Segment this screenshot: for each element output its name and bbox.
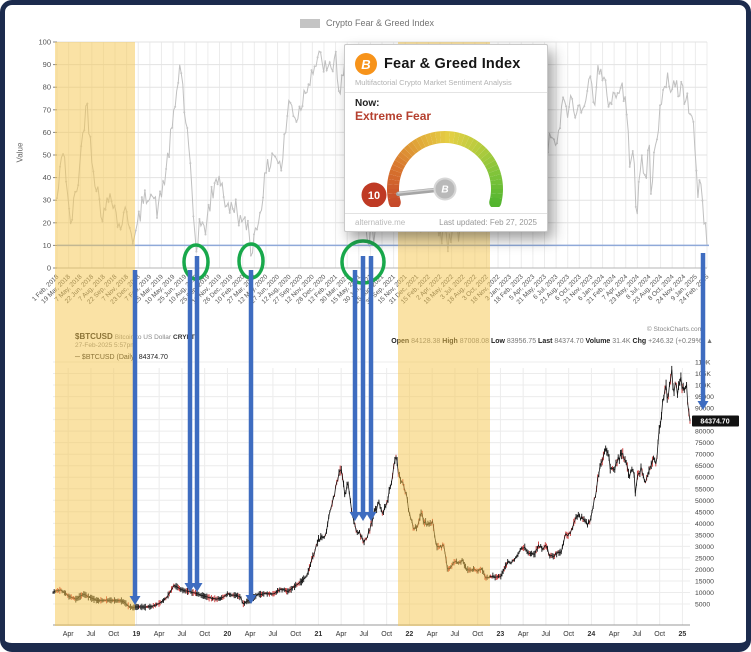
svg-text:50000: 50000: [695, 498, 714, 505]
svg-text:Apr: Apr: [609, 631, 621, 638]
svg-text:25: 25: [679, 631, 687, 638]
ohlc-label: Chg: [632, 338, 649, 345]
svg-text:55000: 55000: [695, 486, 714, 493]
svg-text:10000: 10000: [695, 590, 714, 597]
svg-text:Apr: Apr: [245, 631, 257, 638]
svg-text:Jul: Jul: [177, 631, 186, 638]
svg-text:60000: 60000: [695, 475, 714, 482]
svg-text:Jul: Jul: [450, 631, 459, 638]
card-subtitle: Multifactorial Crypto Market Sentiment A…: [345, 77, 547, 93]
card-title: Fear & Greed Index: [384, 56, 521, 72]
fear-greed-card: B Fear & Greed Index Multifactorial Cryp…: [344, 44, 548, 232]
svg-text:Oct: Oct: [654, 631, 665, 638]
svg-text:Oct: Oct: [563, 631, 574, 638]
legend-label: Crypto Fear & Greed Index: [326, 18, 435, 28]
highlight-band-2018: [55, 42, 135, 626]
card-source: alternative.me: [355, 218, 406, 227]
ohlc-value: 31.4K: [612, 338, 633, 345]
svg-text:30: 30: [43, 196, 51, 205]
svg-text:40000: 40000: [695, 521, 714, 528]
svg-text:90000: 90000: [695, 406, 714, 413]
svg-text:Oct: Oct: [472, 631, 483, 638]
ohlc-label: Volume: [585, 338, 613, 345]
svg-text:Jul: Jul: [541, 631, 550, 638]
ohlc-label: Low: [490, 338, 507, 345]
svg-text:Apr: Apr: [336, 631, 348, 638]
svg-text:Jul: Jul: [632, 631, 641, 638]
svg-text:Oct: Oct: [108, 631, 119, 638]
svg-text:75000: 75000: [695, 440, 714, 447]
svg-text:65000: 65000: [695, 463, 714, 470]
svg-text:84374.70: 84374.70: [700, 419, 729, 426]
card-now-label: Now:: [355, 98, 380, 109]
svg-text:80: 80: [43, 83, 51, 92]
svg-text:Apr: Apr: [427, 631, 439, 638]
svg-text:19: 19: [133, 631, 141, 638]
svg-text:20: 20: [43, 218, 51, 227]
card-status-text: Extreme Fear: [355, 109, 432, 123]
svg-text:Oct: Oct: [199, 631, 210, 638]
sentiment-gauge: B 10: [361, 131, 503, 207]
svg-text:24: 24: [588, 631, 596, 638]
svg-text:50: 50: [43, 151, 51, 160]
stockcharts-copyright: © StockCharts.com: [646, 326, 703, 333]
svg-text:25000: 25000: [695, 555, 714, 562]
svg-text:Jul: Jul: [268, 631, 277, 638]
btc-name: Bitcoin to US Dollar: [114, 334, 172, 341]
svg-text:35000: 35000: [695, 532, 714, 539]
svg-text:70: 70: [43, 105, 51, 114]
svg-text:45000: 45000: [695, 509, 714, 516]
ohlc-value: 83956.75: [506, 338, 539, 345]
svg-text:Oct: Oct: [290, 631, 301, 638]
svg-text:20: 20: [224, 631, 232, 638]
svg-text:30000: 30000: [695, 544, 714, 551]
svg-text:Oct: Oct: [381, 631, 392, 638]
svg-text:40: 40: [43, 173, 51, 182]
svg-text:Apr: Apr: [518, 631, 530, 638]
svg-text:23: 23: [497, 631, 505, 638]
svg-text:10: 10: [43, 241, 51, 250]
ohlc-value: +246.32 (+0.29%) ▲: [648, 338, 713, 345]
svg-text:10: 10: [368, 190, 380, 202]
svg-text:Apr: Apr: [63, 631, 75, 638]
svg-text:60: 60: [43, 128, 51, 137]
legend-swatch-icon: [300, 18, 320, 28]
btc-exchange: CRYPT: [173, 334, 195, 341]
svg-text:21: 21: [315, 631, 323, 638]
bitcoin-icon: B: [355, 53, 377, 75]
svg-text:Apr: Apr: [154, 631, 166, 638]
svg-text:80000: 80000: [695, 429, 714, 436]
svg-text:70000: 70000: [695, 452, 714, 459]
card-updated: Last updated: Feb 27, 2025: [439, 218, 537, 227]
svg-text:Jul: Jul: [359, 631, 368, 638]
svg-text:B: B: [441, 185, 448, 196]
svg-text:100: 100: [38, 38, 51, 47]
ohlc-value: 84374.70: [554, 338, 586, 345]
card-header: B Fear & Greed Index: [345, 45, 547, 77]
ohlc-label: Last: [538, 338, 555, 345]
svg-text:Jul: Jul: [86, 631, 95, 638]
svg-text:90: 90: [43, 60, 51, 69]
svg-text:15000: 15000: [695, 578, 714, 585]
svg-text:20000: 20000: [695, 567, 714, 574]
svg-text:22: 22: [406, 631, 414, 638]
svg-text:0: 0: [47, 264, 51, 273]
fg-legend: Crypto Fear & Greed Index: [300, 18, 434, 28]
card-footer: alternative.me Last updated: Feb 27, 202…: [345, 213, 547, 231]
svg-text:5000: 5000: [695, 602, 710, 609]
